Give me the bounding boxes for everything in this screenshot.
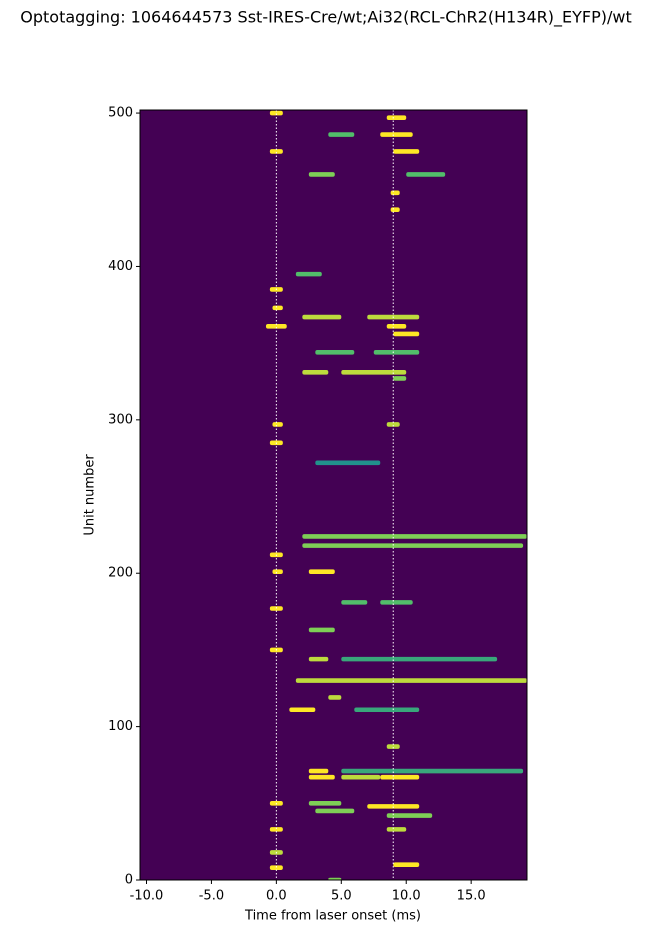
y-tick-label: 200 [108, 566, 133, 581]
heatmap-cell [406, 172, 446, 177]
heatmap-cell [341, 656, 498, 662]
heatmap-cell [367, 804, 420, 809]
heatmap-cell [341, 768, 524, 774]
heatmap-cell [380, 132, 413, 137]
x-tick-label: 10.0 [392, 889, 421, 904]
heatmap-cell [390, 190, 400, 196]
x-tick-label: -5.0 [199, 889, 224, 904]
heatmap-cell [308, 627, 335, 633]
heatmap-cell [269, 606, 283, 611]
x-tick-label: -10.0 [130, 889, 164, 904]
heatmap-cell [269, 827, 283, 832]
heatmap-cell [289, 707, 316, 713]
heatmap-cell [302, 314, 342, 320]
heatmap-cell [328, 877, 342, 880]
y-axis-label: Unit number [83, 454, 98, 536]
heatmap-cell [373, 350, 420, 355]
heatmap-cell [386, 323, 407, 329]
x-axis-label: Time from laser onset (ms) [244, 909, 421, 924]
chart-title: Optotagging: 1064644573 Sst-IRES-Cre/wt;… [20, 8, 632, 28]
heatmap-cell [302, 534, 527, 539]
heatmap-cell [315, 350, 355, 355]
heatmap-cell [341, 774, 381, 780]
heatmap-cell [354, 707, 420, 713]
y-tick-label: 100 [108, 719, 133, 734]
heatmap-cell [308, 774, 335, 780]
heatmap-cell [295, 678, 527, 683]
heatmap-cell [308, 801, 342, 806]
y-tick-label: 500 [108, 106, 133, 121]
heatmap-cell [393, 862, 420, 867]
plot-frame [139, 109, 528, 881]
heatmap-cell [308, 768, 329, 774]
heatmap-cell [308, 656, 329, 662]
heatmap-cell [315, 808, 355, 814]
heatmap-cell [272, 305, 283, 311]
heatmap-cell [380, 774, 420, 780]
heatmap-cell [341, 600, 368, 605]
heatmap-cell [393, 376, 407, 381]
heatmap-cell [386, 744, 400, 749]
heatmap-cell [380, 600, 413, 605]
heatmap-cell [269, 865, 283, 871]
heatmap-cell [386, 422, 400, 427]
y-tick-label: 300 [108, 412, 133, 427]
heatmap-cell [272, 569, 283, 574]
heatmap-cell [269, 110, 283, 116]
heatmap-cell [295, 271, 322, 277]
heatmap-cell [393, 331, 420, 337]
heatmap-cell [386, 827, 407, 832]
heatmap-cell [393, 149, 420, 154]
heatmap-cell [265, 323, 287, 329]
heatmap-cell [308, 569, 335, 574]
heatmap-cell [302, 369, 329, 375]
x-tick-label: 0.0 [266, 889, 287, 904]
heatmap-cell [341, 369, 407, 375]
heatmap-cell [328, 132, 355, 137]
heatmap-cell [390, 207, 400, 213]
x-tick-label: 5.0 [331, 889, 352, 904]
heatmap-cell [272, 422, 283, 427]
y-tick-label: 0 [125, 873, 133, 888]
x-tick-label: 15.0 [457, 889, 486, 904]
heatmap-background [140, 110, 527, 880]
heatmap-cell [269, 149, 283, 154]
heatmap-cell [386, 115, 407, 120]
heatmap-cell [308, 172, 335, 177]
heatmap-cell [386, 813, 433, 818]
heatmap-cell [328, 695, 342, 700]
y-tick-label: 400 [108, 259, 133, 274]
heatmap-cell [315, 460, 381, 466]
heatmap-cell [302, 543, 524, 548]
